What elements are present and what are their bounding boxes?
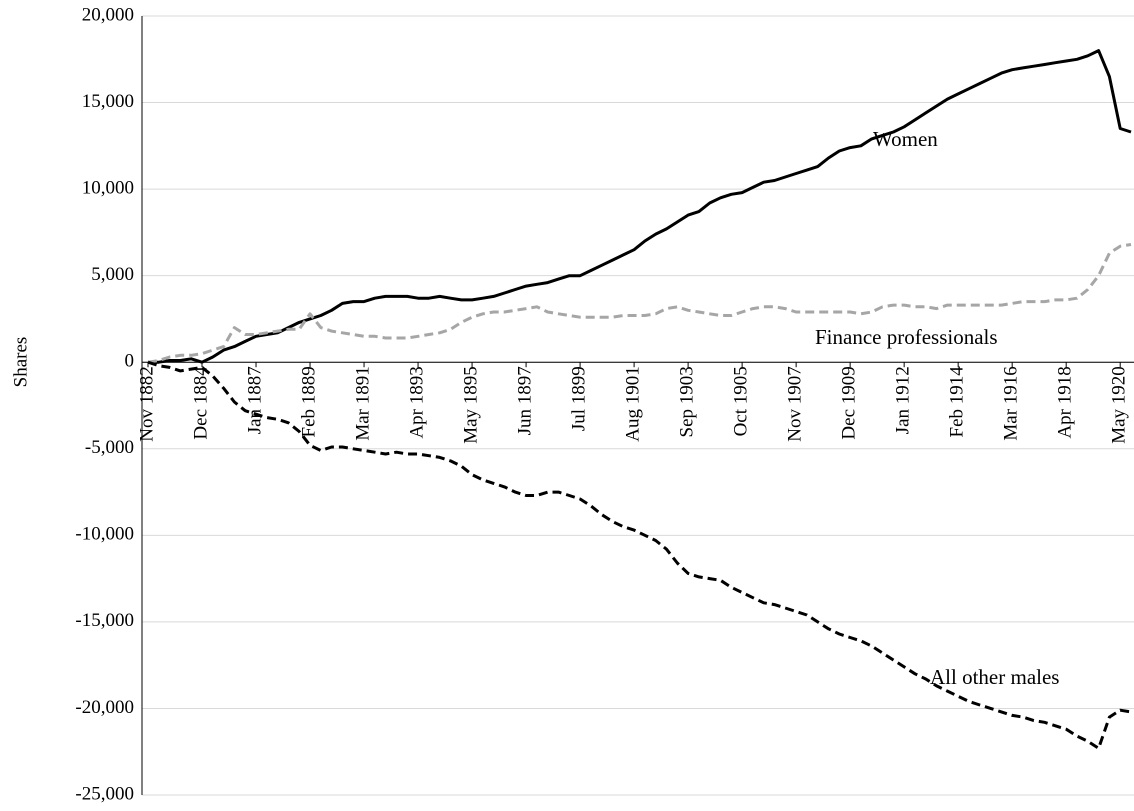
y-tick-label: 15,000 <box>82 91 134 112</box>
series-label: Finance professionals <box>815 325 998 349</box>
x-tick-label: Sep 1903 <box>676 366 697 437</box>
x-tick-label: Mar 1891 <box>352 366 373 440</box>
x-tick-label: Jun 1897 <box>514 366 535 435</box>
y-tick-label: -25,000 <box>75 783 134 804</box>
y-tick-label: 0 <box>125 351 135 372</box>
x-tick-label: Feb 1889 <box>298 366 319 437</box>
x-tick-label: Aug 1901 <box>622 366 643 441</box>
y-tick-label: 10,000 <box>82 177 134 198</box>
x-tick-label: Jan 1887 <box>244 366 265 434</box>
x-tick-label: May 1895 <box>460 366 481 444</box>
x-tick-label: Apr 1918 <box>1055 366 1076 438</box>
x-tick-label: Oct 1905 <box>730 366 751 436</box>
y-axis-label: Shares <box>10 337 31 388</box>
x-tick-label: Nov 1882 <box>136 366 157 441</box>
y-tick-label: -20,000 <box>75 697 134 718</box>
series-line <box>148 49 1132 364</box>
y-tick-label: -10,000 <box>75 524 134 545</box>
x-tick-label: May 1920 <box>1109 366 1130 444</box>
y-tick-label: -15,000 <box>75 610 134 631</box>
x-tick-label: Feb 1914 <box>947 366 968 438</box>
x-tick-label: Jan 1912 <box>893 366 914 434</box>
x-tick-label: Mar 1916 <box>1001 366 1022 440</box>
x-tick-label: Dec 1909 <box>839 366 860 439</box>
series-line <box>147 243 1132 364</box>
series-label: Women <box>873 127 938 151</box>
x-tick-label: Jul 1899 <box>568 366 589 431</box>
y-tick-label: 5,000 <box>91 264 134 285</box>
y-tick-label: -5,000 <box>85 437 134 458</box>
x-tick-label: Nov 1907 <box>784 366 805 441</box>
x-tick-label: Dec 1884 <box>190 366 211 440</box>
y-tick-label: 20,000 <box>82 4 134 25</box>
x-tick-label: Apr 1893 <box>406 366 427 438</box>
series-label: All other males <box>930 665 1059 689</box>
